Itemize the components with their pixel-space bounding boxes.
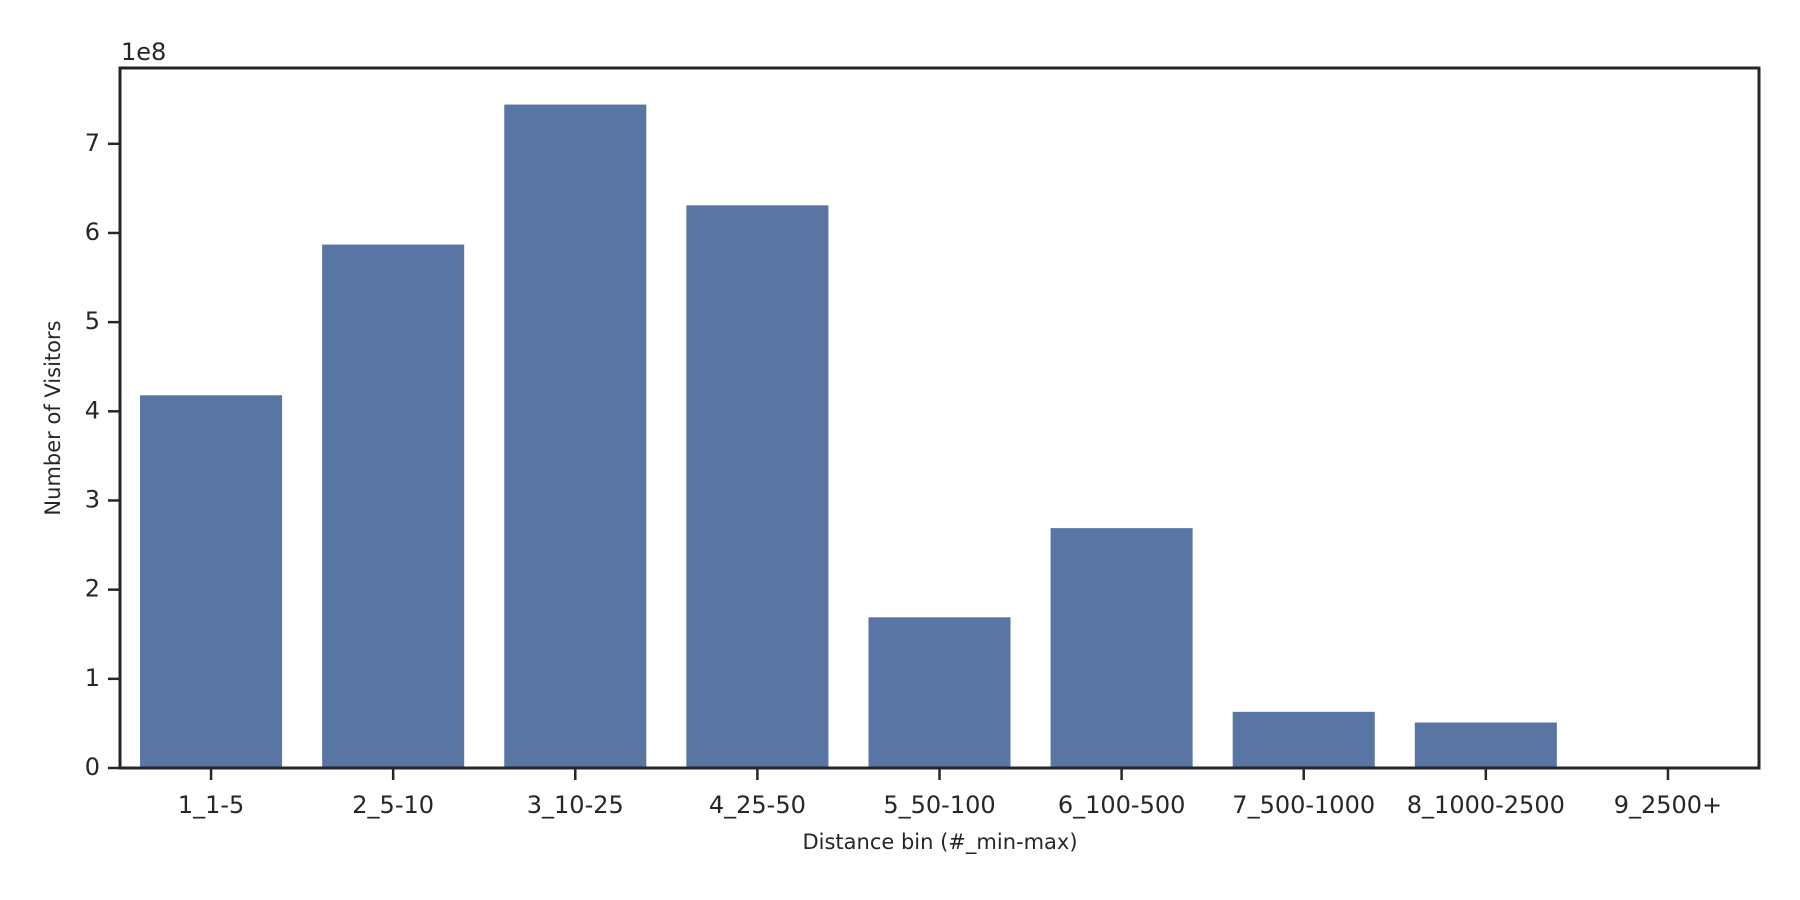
x-tick-label: 4_25-50 [709,791,806,819]
offset-text: 1e8 [121,38,166,66]
y-tick-label: 6 [85,218,100,246]
x-tick-label: 6_100-500 [1058,791,1186,819]
y-tick-label: 5 [85,307,100,335]
x-tick-label: 8_1000-2500 [1407,791,1565,819]
x-tick-label: 1_1-5 [178,791,244,819]
x-axis-label: Distance bin (#_min-max) [802,830,1077,855]
x-tick-label: 2_5-10 [352,791,434,819]
x-tick-label: 9_2500+ [1614,791,1722,819]
bar [322,244,465,768]
y-axis-label: Number of Visitors [41,320,65,515]
y-tick-label: 3 [85,485,100,513]
y-tick-label: 7 [85,129,100,157]
x-tick-label: 3_10-25 [527,791,624,819]
bar [504,104,647,769]
plot-frame [118,66,1761,770]
bar [1050,528,1193,768]
bar [686,205,829,769]
bar [140,395,283,768]
x-tick-label: 5_50-100 [883,791,995,819]
x-tick-label: 7_500-1000 [1232,791,1375,819]
y-tick-label: 0 [85,753,100,781]
y-tick-label: 1 [85,664,100,692]
bar [1232,711,1375,768]
bar [868,617,1011,768]
y-tick-label: 2 [85,575,100,603]
y-tick-label: 4 [85,396,100,424]
bar [1414,722,1557,768]
